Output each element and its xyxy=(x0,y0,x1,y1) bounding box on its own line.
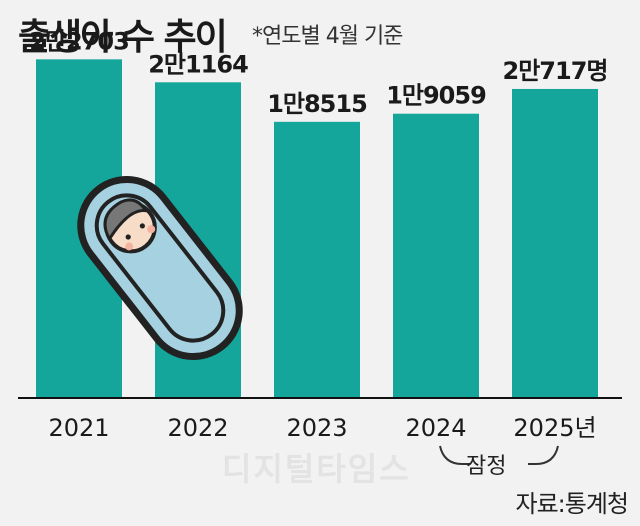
value-label: 1만9059 xyxy=(386,82,486,110)
provisional-note: 잠정 xyxy=(466,454,507,479)
x-tick-label: 2023 xyxy=(286,414,347,442)
value-label: 1만8515 xyxy=(267,90,367,118)
bar-2023 xyxy=(274,121,360,398)
value-label: 2만2703 xyxy=(29,27,129,55)
x-tick-label: 2025년 xyxy=(513,414,596,442)
bar-2024 xyxy=(393,113,479,398)
x-tick-label: 2022 xyxy=(167,414,228,442)
swaddled-baby-icon xyxy=(77,175,243,361)
value-label: 2만717명 xyxy=(503,57,608,85)
watermark: 디지털타임스 xyxy=(222,450,411,488)
provisional-bracket xyxy=(439,445,559,465)
chart-title: 출생아 수 추이 xyxy=(18,17,228,58)
source-label: 자료:통계청 xyxy=(515,490,629,518)
x-tick-label: 2024 xyxy=(405,414,466,442)
bar-2025년 xyxy=(512,88,598,398)
x-tick-label: 2021 xyxy=(48,414,109,442)
chart-subtitle: *연도별 4월 기준 xyxy=(252,24,403,49)
value-label: 2만1164 xyxy=(148,50,248,78)
